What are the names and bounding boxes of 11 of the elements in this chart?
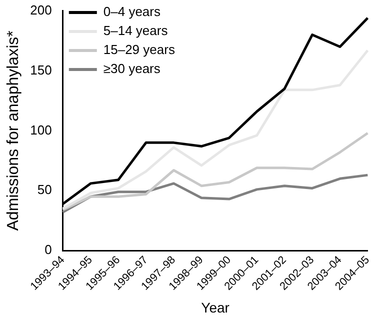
legend-label: 5–14 years [103,23,168,38]
legend-label: ≥30 years [103,61,161,76]
x-axis-title: Year [201,299,230,316]
legend-label: 15–29 years [103,42,176,58]
y-axis-title: Admissions for anaphylaxis* [5,30,22,231]
y-tick-label: 150 [30,62,52,78]
y-tick-label: 100 [30,122,52,138]
y-tick-label: 50 [37,182,52,198]
y-tick-label: 0 [44,242,52,258]
legend-label: 0–4 years [103,4,161,20]
y-tick-label: 200 [30,2,52,18]
